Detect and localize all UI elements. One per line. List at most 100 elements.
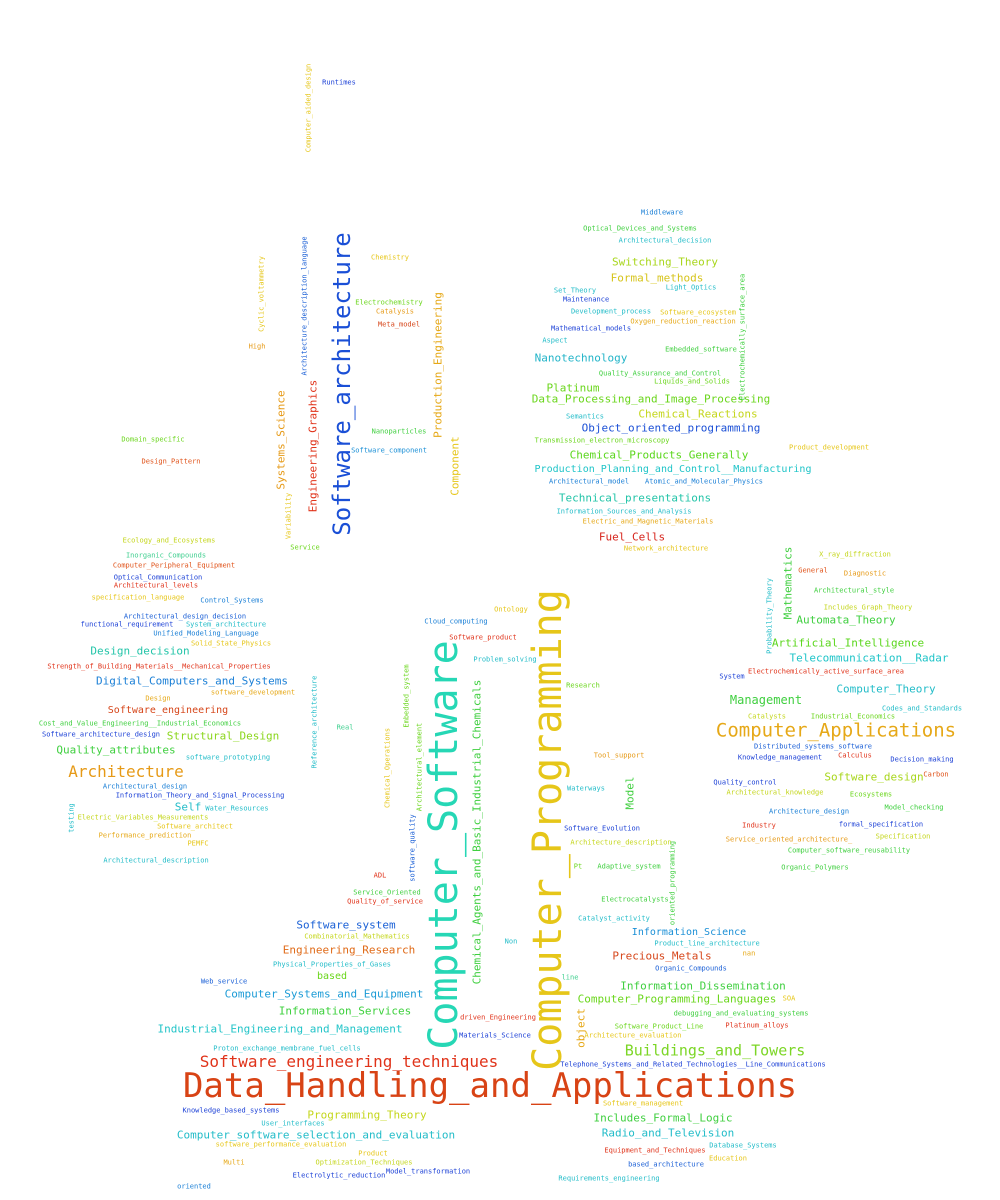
word: Architectural_element — [415, 722, 424, 812]
word: Technical_presentations — [558, 491, 712, 505]
word: Software_architecture — [328, 232, 356, 536]
word: Nanoparticles — [371, 427, 427, 436]
word: Real — [336, 723, 354, 732]
word: Programming_Theory — [307, 1108, 427, 1122]
word: Computer_software_reusability — [787, 846, 911, 855]
word: Specification — [875, 832, 931, 841]
word: Calculus — [838, 751, 872, 760]
word: Fuel_Cells — [598, 530, 666, 544]
word: Reference_architecture — [310, 675, 319, 769]
word: Production_Planning_and_Control__Manufac… — [534, 464, 812, 475]
word: Quality_attributes — [56, 743, 176, 757]
word: Self — [174, 800, 202, 814]
word: Model_checking — [884, 803, 944, 812]
word: functional_requirement — [80, 620, 174, 629]
word: Non — [504, 937, 518, 946]
word: Switching_Theory — [612, 255, 718, 269]
word: Architectural_decision — [618, 236, 712, 245]
word: Design — [145, 694, 171, 703]
word: Automata_Theory — [796, 613, 896, 627]
word: Web_service — [200, 977, 248, 986]
word: Semantics — [566, 412, 604, 421]
word: Adaptive_system — [597, 862, 661, 871]
word: Architectural_model — [548, 477, 630, 486]
word: Information_Theory_and_Signal_Processing — [115, 791, 285, 800]
word: Precious_Metals — [612, 949, 712, 963]
word: Information_Sources_and_Analysis — [556, 507, 692, 516]
word: Education — [709, 1154, 747, 1163]
word: Probability_Theory — [765, 578, 774, 654]
word: Mathematics — [781, 546, 795, 620]
word: Software_system — [296, 918, 396, 932]
word: Equipment_and_Techniques — [604, 1146, 706, 1155]
word: Platinum_alloys — [725, 1021, 789, 1030]
word: Architectural_design_decision — [123, 612, 247, 621]
word: Materials_Science — [459, 1031, 531, 1040]
word: Digital_Computers_and_Systems — [95, 674, 289, 688]
word: Ontology — [494, 605, 528, 614]
word: Computer_software_selection_and_evaluati… — [176, 1128, 456, 1142]
word: Cloud_computing — [424, 617, 488, 626]
word: Computer_Applications — [715, 719, 957, 742]
word: Industry — [742, 821, 776, 830]
word: Chemical_Products_Generally — [569, 448, 749, 462]
word: Optimization_Techniques — [315, 1158, 413, 1167]
word: Chemical_Agents_and_Basic_Industrial_Che… — [470, 679, 484, 985]
word: Set_Theory — [553, 286, 597, 295]
word: Meta_model — [377, 320, 421, 329]
word: Design_Pattern — [141, 457, 201, 466]
word: Software_design — [824, 770, 924, 784]
word: Waterways — [567, 784, 605, 793]
word: Electric_Variables_Measurements — [77, 813, 209, 822]
word: Electrolytic_reduction — [292, 1171, 386, 1180]
word: based_architecture — [628, 1160, 704, 1169]
word: Service_oriented_architecture_ — [725, 835, 853, 844]
word: Buildings_and_Towers — [624, 1041, 806, 1060]
word: Model_transformation — [385, 1167, 471, 1176]
word: Water_Resources — [205, 804, 269, 813]
word: X_ray_diffraction — [819, 550, 891, 559]
word: Electric_and_Magnetic_Materials — [582, 517, 714, 526]
word: Aspect — [542, 336, 568, 345]
word: formal_specification — [838, 820, 924, 829]
word: Architecture_description_language — [300, 236, 309, 376]
word: Organic_Compounds — [655, 964, 727, 973]
word: Development_process — [570, 307, 652, 316]
word: Electrochemistry — [355, 298, 423, 307]
word: Software_Evolution — [564, 824, 640, 833]
word: Architectural_knowledge — [726, 788, 824, 797]
word: Architecture_evaluation — [584, 1031, 682, 1040]
word: Inorganic_Compounds — [125, 551, 207, 560]
word: Architectural_description — [103, 856, 209, 865]
word: software_development — [210, 688, 296, 697]
word: Component — [448, 436, 462, 496]
word: Chemical_Reactions — [638, 407, 758, 421]
word: object — [574, 1008, 588, 1048]
word: Computer_Programming_Languages — [577, 992, 777, 1006]
word: Telecommunication__Radar — [789, 651, 949, 665]
word: Knowledge_based_systems — [182, 1106, 280, 1115]
word: Information_Science — [631, 927, 747, 938]
word: driven_Engineering — [460, 1013, 536, 1022]
word: Includes_Formal_Logic — [593, 1111, 733, 1125]
word: Tool_support — [593, 751, 645, 760]
word: Architecture_design — [768, 807, 850, 816]
word: Solid_State_Physics — [190, 639, 272, 648]
word: Software_engineering_techniques — [199, 1052, 499, 1071]
word: Computer_aided_design — [304, 63, 313, 153]
word: Codes_and_Standards — [881, 704, 963, 713]
word: Electrochemically_surface_area — [738, 273, 747, 401]
word: debugging_and_evaluating_systems — [673, 1009, 809, 1018]
word: Cost_and_Value_Engineering__Industrial_E… — [38, 719, 242, 728]
word: Optical_Devices_and_Systems — [583, 224, 697, 233]
word: software_performance_evaluation — [215, 1140, 347, 1149]
word: Industrial_Economics — [810, 712, 896, 721]
word: Catalyst_activity — [578, 914, 650, 923]
word: Design_decision — [90, 644, 190, 658]
word: Pt — [573, 862, 583, 871]
word: Includes_Graph_Theory — [823, 603, 913, 612]
word: Product_development — [788, 443, 870, 452]
word: nan — [742, 949, 756, 958]
word: Light_Optics — [665, 283, 717, 292]
word: specification_language — [91, 593, 185, 602]
